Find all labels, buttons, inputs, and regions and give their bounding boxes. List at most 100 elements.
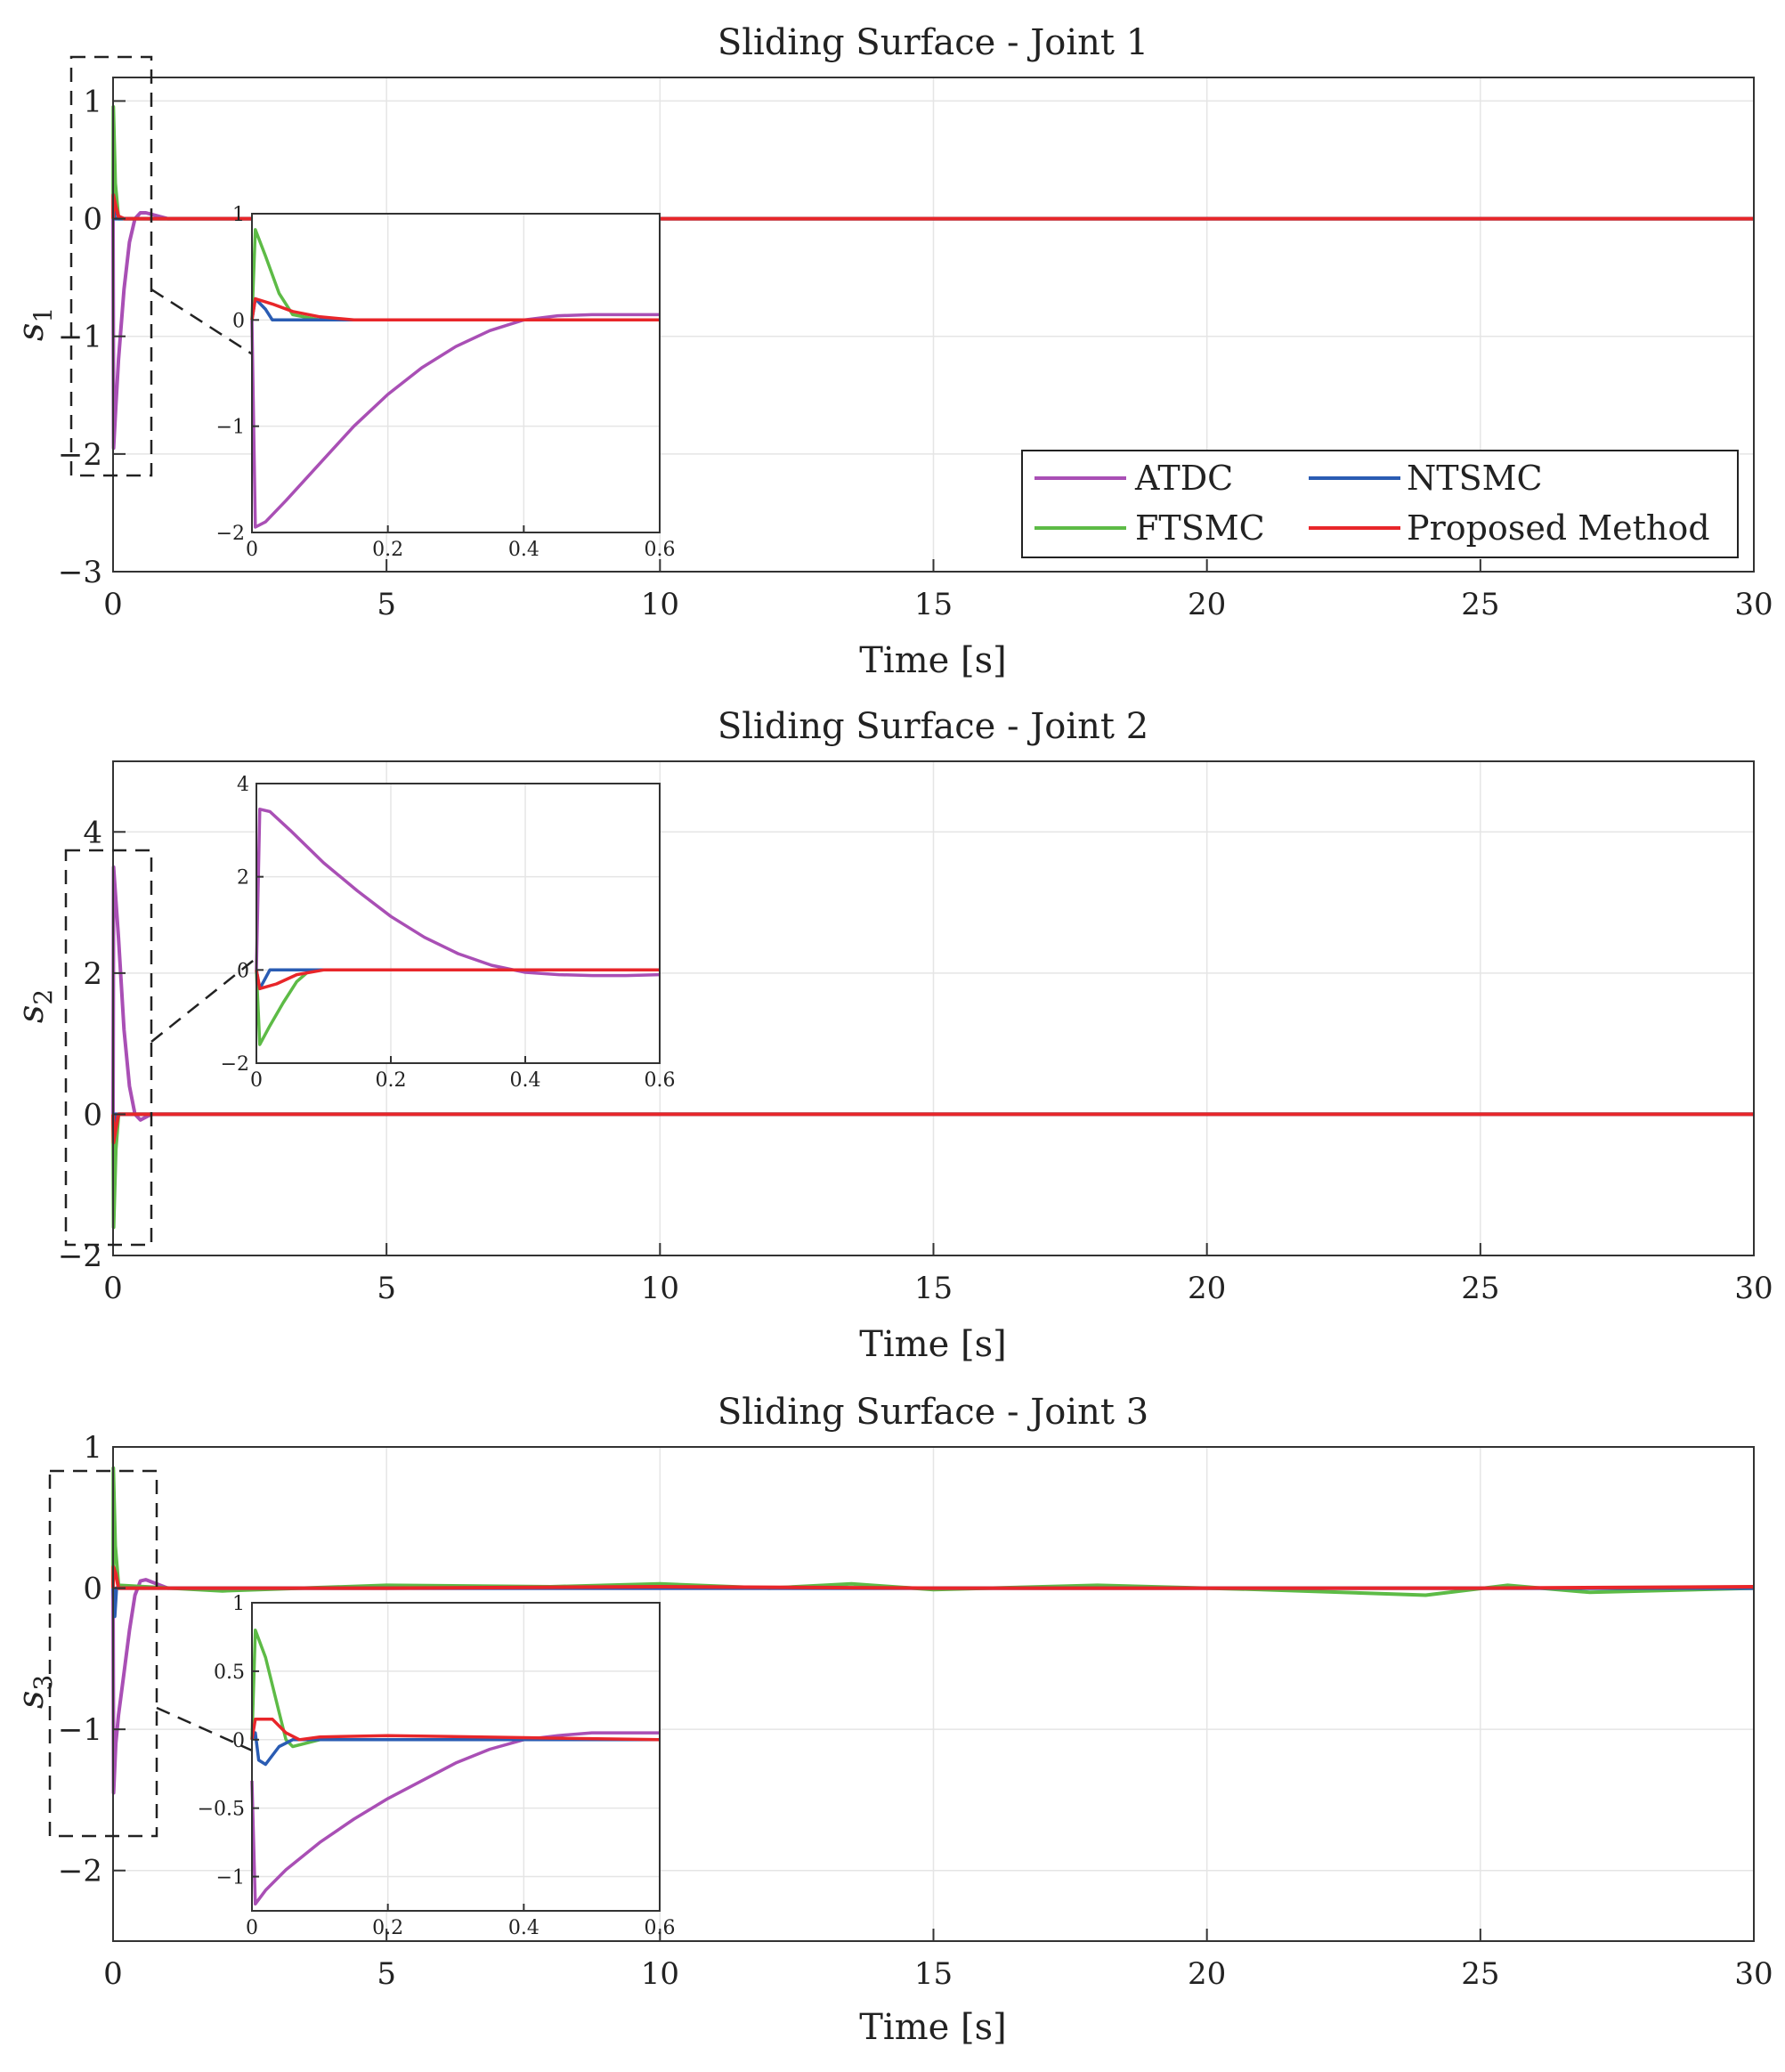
x-tick-label: 10 — [641, 587, 679, 622]
inset-x-tick-label: 0.2 — [372, 539, 403, 561]
x-tick-label: 25 — [1461, 1956, 1499, 1992]
inset-x-tick-label: 0 — [246, 1917, 258, 1939]
inset-series-line-ntsmc — [250, 1731, 660, 1767]
inset-x-tick-label: 0.4 — [508, 539, 540, 561]
inset-y-tick-label: 1 — [232, 1593, 245, 1615]
inset-series-joint-3 — [250, 1629, 661, 1906]
inset-series-line-proposed — [250, 297, 660, 322]
x-tick-label: 30 — [1734, 587, 1773, 622]
inset-x-ticks-joint-3: 0 0.2 0.4 0.6 — [246, 1904, 676, 1939]
inset-background-joint-3 — [252, 1603, 660, 1911]
y-ticks-joint-1: −3 −2 −1 0 1 — [58, 84, 126, 590]
inset-x-tick-label: 0.2 — [376, 1069, 407, 1092]
legend-label-ntsmc: NTSMC — [1407, 459, 1543, 498]
x-tick-label: 15 — [914, 1956, 953, 1992]
inset-series-line-proposed — [250, 1717, 661, 1742]
zoom-region-box-joint-3 — [48, 1469, 158, 1838]
inset-y-tick-label: −1 — [216, 1867, 245, 1889]
y-tick-label: 4 — [83, 815, 102, 850]
x-tick-label: 0 — [103, 1956, 123, 1992]
inset-x-tick-label: 0.6 — [645, 1069, 676, 1092]
inset-series-line-proposed — [255, 968, 660, 991]
inset-y-ticks-joint-3: −1 −0.5 0 0.5 1 — [198, 1593, 259, 1889]
y-tick-label: −1 — [58, 320, 102, 355]
x-ticks-joint-3: 0 5 10 15 20 25 30 — [103, 1929, 1773, 1992]
series-line-proposed — [111, 1564, 1755, 1590]
inset-series-line-atdc — [250, 313, 660, 529]
inset-frame-joint-3 — [251, 1602, 661, 1912]
legend: ATDC FTSMC NTSMC Proposed Method — [1021, 450, 1739, 558]
legend-box — [1021, 450, 1739, 558]
inset-y-tick-label: 4 — [237, 774, 249, 796]
panel-joint-1: 0 5 10 15 20 25 30 −3−2−101 Sliding Surface - … — [11, 22, 1773, 681]
legend-label-ftsmc: FTSMC — [1135, 508, 1265, 548]
inset-background-joint-1 — [252, 214, 660, 532]
chart-title-joint-3: Sliding Surface - Joint 3 — [718, 1392, 1148, 1433]
inset-y-tick-label: −2 — [216, 523, 245, 545]
y-tick-label: 0 — [83, 202, 102, 238]
x-tick-label: 25 — [1461, 587, 1499, 622]
y-tick-label: 1 — [83, 84, 102, 119]
zoom-region-box-joint-2 — [64, 849, 153, 1247]
inset-y-tick-label: 1 — [232, 204, 245, 226]
y-tick-label: −2 — [58, 437, 102, 473]
x-tick-label: 10 — [641, 1956, 679, 1992]
inset-y-tick-label: 0 — [232, 310, 245, 332]
inset-series-joint-2 — [255, 808, 661, 1046]
x-tick-label: 20 — [1188, 1956, 1226, 1992]
y-tick-label: 1 — [83, 1430, 102, 1466]
zoom-region-box-joint-1 — [69, 55, 153, 477]
inset-x-tick-label: 0.4 — [508, 1917, 540, 1939]
inset-x-tick-label: 0 — [246, 539, 258, 561]
x-tick-label: 10 — [641, 1271, 679, 1306]
inset-x-ticks-joint-1: 0 0.2 0.4 0.6 — [246, 525, 676, 561]
inset-background-joint-2 — [256, 784, 660, 1063]
series-line-atdc — [111, 211, 1754, 451]
inset-frame-joint-2 — [256, 783, 661, 1064]
x-tick-label: 0 — [103, 587, 123, 622]
inset-y-ticks-joint-2: −2 0 2 4 — [221, 774, 264, 1076]
inset-x-tick-label: 0.6 — [645, 539, 676, 561]
inset-series-joint-1 — [250, 228, 660, 529]
x-tick-label: 25 — [1461, 1271, 1499, 1306]
inset-y-tick-label: 0 — [232, 1730, 245, 1752]
inset-joint-1: 0 0.2 0.4 0.6 −2 −1 0 1 — [216, 204, 676, 561]
series-line-atdc — [111, 865, 1754, 1122]
inset-frame-joint-1 — [251, 213, 661, 533]
zoom-arrow-joint-1 — [150, 288, 284, 376]
inset-x-tick-label: 0.2 — [372, 1917, 403, 1939]
x-axis-label-joint-1: Time [s] — [859, 640, 1007, 681]
x-tick-label: 5 — [377, 587, 396, 622]
inset-series-line-atdc — [250, 1731, 660, 1906]
chart-title-joint-1: Sliding Surface - Joint 1 — [718, 22, 1148, 63]
x-tick-label: 0 — [103, 1271, 123, 1306]
inset-x-tick-label: 0.6 — [645, 1917, 676, 1939]
inset-y-tick-label: −2 — [221, 1053, 249, 1076]
inset-joint-3: 0 0.2 0.4 0.6 −1 −0.5 0 0.5 1 — [198, 1593, 676, 1939]
y-tick-label: 0 — [83, 1097, 102, 1133]
y-tick-label: 2 — [83, 956, 102, 992]
x-ticks-joint-2: 0 5 10 15 20 25 30 — [103, 1243, 1773, 1306]
inset-x-tick-label: 0 — [250, 1069, 263, 1092]
x-tick-label: 30 — [1734, 1956, 1773, 1992]
inset-y-tick-label: −0.5 — [198, 1799, 245, 1821]
inset-series-line-atdc — [255, 808, 661, 978]
inset-y-ticks-joint-1: −2 −1 0 1 — [216, 204, 259, 545]
x-axis-label-joint-3: Time [s] — [859, 2007, 1007, 2048]
inset-y-tick-label: −1 — [216, 417, 245, 439]
y-tick-label: −2 — [58, 1854, 102, 1889]
y-axis-label-joint-2: s2 — [11, 989, 58, 1023]
y-tick-label: −1 — [58, 1712, 102, 1748]
legend-label-proposed: Proposed Method — [1407, 508, 1710, 548]
y-axis-label-joint-1: s1 — [11, 307, 58, 341]
y-tick-label: −3 — [58, 555, 102, 590]
x-tick-label: 30 — [1734, 1271, 1773, 1306]
inset-y-tick-label: 0 — [237, 960, 249, 982]
inset-y-tick-label: 2 — [237, 867, 249, 890]
series-line-atdc — [111, 1578, 1754, 1795]
x-tick-label: 20 — [1188, 1271, 1226, 1306]
panel-joint-3: 0 5 10 15 20 25 30 −2−101 Sliding Surface - Jo… — [11, 1392, 1773, 2048]
